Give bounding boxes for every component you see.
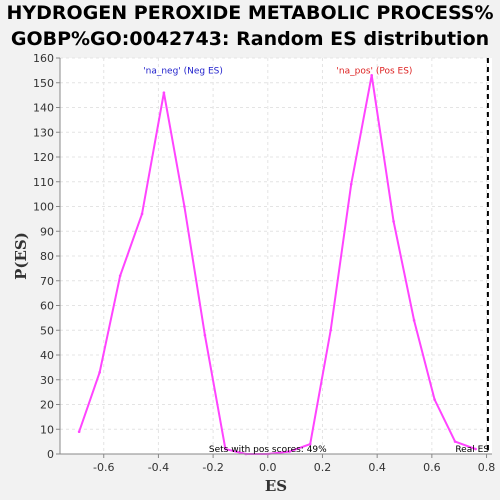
y-tick-label: 150: [33, 77, 54, 90]
x-tick-label: 0.6: [423, 461, 441, 474]
y-tick-label: 10: [40, 423, 54, 436]
x-tick-label: 0.4: [368, 461, 386, 474]
annotation-sets-pos-scores: Sets with pos scores: 49%: [209, 445, 327, 455]
data-point: [412, 319, 416, 322]
y-tick-label: 130: [33, 126, 54, 139]
data-point: [77, 430, 81, 434]
annotation-pos-es: 'na_pos' (Pos ES): [336, 66, 412, 76]
data-point: [183, 205, 186, 208]
chart-title-line-2: GOBP%GO:0042743: Random ES distribution: [10, 28, 490, 50]
annotation-neg-es: 'na_neg' (Neg ES): [143, 66, 223, 76]
y-tick-label: 80: [40, 250, 54, 263]
y-tick-label: 120: [33, 151, 54, 164]
data-point: [98, 371, 101, 374]
y-tick-label: 100: [33, 201, 54, 214]
y-tick-label: 90: [40, 225, 54, 238]
x-axis-label: ES: [265, 477, 287, 495]
x-tick-label: 0.8: [478, 461, 496, 474]
y-tick-label: 160: [33, 52, 54, 65]
data-point: [433, 398, 436, 401]
data-point: [118, 274, 122, 278]
series-line: [78, 75, 476, 455]
data-point: [288, 450, 291, 453]
y-tick-label: 140: [33, 102, 54, 115]
data-point: [392, 220, 395, 223]
y-tick-label: 50: [40, 324, 54, 337]
y-tick-label: 70: [40, 275, 54, 288]
y-axis: 0 10 20 30 40 50 60 70 80 90 100 110 120 130 140 150 160: [33, 52, 60, 461]
data-point: [224, 447, 227, 451]
x-tick-label: 0.2: [314, 461, 332, 474]
data-point: [370, 74, 373, 77]
data-point: [329, 328, 332, 332]
x-tick-label: -0.2: [202, 461, 223, 474]
chart-title: HYDROGEN PEROXIDE METABOLIC PROCESS% GOB…: [0, 0, 500, 52]
x-tick-label: 0.0: [259, 461, 277, 474]
data-point: [308, 442, 312, 446]
data-point: [453, 440, 457, 443]
x-tick-label: -0.6: [93, 461, 114, 474]
data-point: [140, 212, 144, 216]
chart-title-line-1: HYDROGEN PEROXIDE METABOLIC PROCESS%: [6, 2, 494, 24]
x-tick-label: -0.4: [148, 461, 169, 474]
data-point: [162, 91, 166, 94]
y-tick-label: 0: [47, 448, 54, 461]
data-point: [203, 333, 207, 337]
y-axis-label: P(ES): [12, 232, 30, 280]
y-tick-label: 30: [40, 374, 54, 387]
data-point: [474, 447, 477, 451]
y-tick-label: 40: [40, 349, 54, 362]
annotation-real-es: Real ES: [455, 445, 489, 455]
data-point: [349, 182, 353, 186]
y-tick-label: 20: [40, 399, 54, 412]
y-tick-label: 60: [40, 300, 54, 313]
x-axis: -0.6 -0.4 -0.2 0.0 0.2 0.4 0.6 0.8: [93, 454, 495, 474]
y-tick-label: 110: [33, 176, 54, 189]
